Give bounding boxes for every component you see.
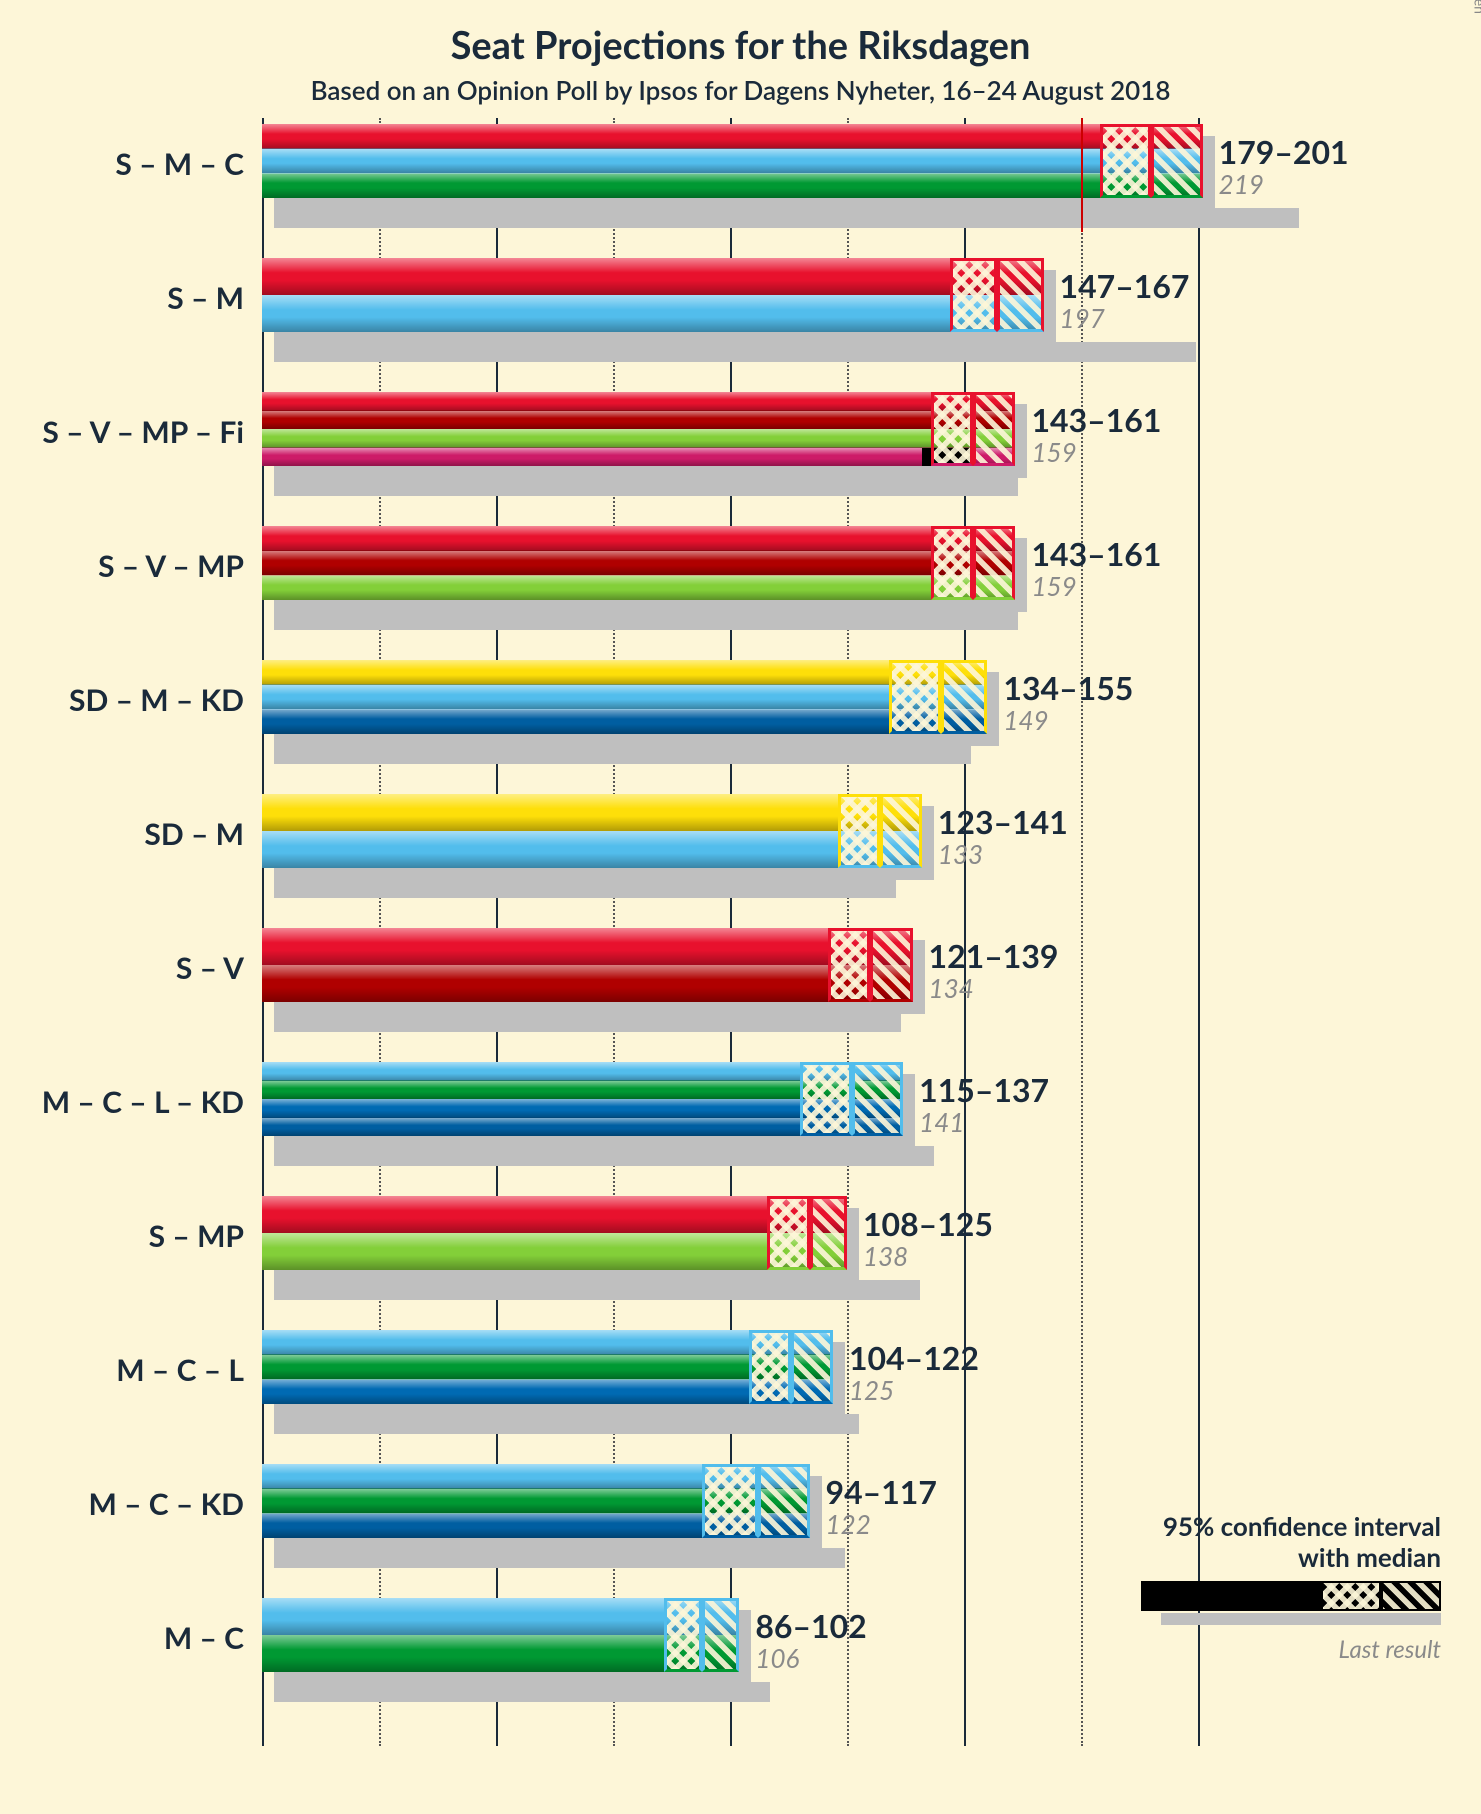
coalition-row: SD – M 123–141133	[0, 788, 1481, 922]
last-result-text: 149	[1003, 704, 1048, 736]
ci-upper-hatch	[791, 1330, 833, 1404]
seat-range-text: 86–102	[755, 1606, 866, 1645]
last-result-bar	[274, 1548, 845, 1568]
coalition-label: M – C – KD	[0, 1486, 244, 1522]
seat-range-text: 143–161	[1031, 400, 1161, 439]
ci-upper-hatch	[1151, 124, 1202, 198]
projection-bar	[262, 258, 1044, 332]
majority-threshold-line	[1081, 118, 1083, 232]
ci-upper-hatch	[702, 1598, 739, 1672]
last-result-bar	[274, 878, 896, 898]
projection-bar	[262, 660, 987, 734]
last-result-bar	[274, 1682, 770, 1702]
coalition-label: SD – M	[0, 816, 244, 852]
seat-range-text: 108–125	[863, 1204, 993, 1243]
coalition-label: S – MP	[0, 1218, 244, 1254]
ci-lower-hatch	[828, 928, 870, 1002]
seat-range-text: 104–122	[849, 1338, 979, 1377]
seat-range-text: 134–155	[1003, 668, 1133, 707]
coalition-row: S – M – C 179–201219	[0, 118, 1481, 252]
ci-upper-hatch	[758, 1464, 809, 1538]
seat-range-text: 123–141	[938, 802, 1068, 841]
seat-range-text: 115–137	[919, 1070, 1049, 1109]
last-result-text: 141	[919, 1106, 964, 1138]
ci-lower-hatch	[702, 1464, 758, 1538]
coalition-row: S – V – MP 143–161159	[0, 520, 1481, 654]
seat-range-text: 121–139	[929, 936, 1059, 975]
seat-range-text: 94–117	[826, 1472, 937, 1511]
last-result-bar	[274, 1012, 901, 1032]
last-result-text: 106	[755, 1642, 799, 1674]
coalition-label: S – V	[0, 950, 244, 986]
coalition-row: S – V – MP – Fi 143–161159	[0, 386, 1481, 520]
ci-lower-hatch	[950, 258, 997, 332]
ci-upper-hatch	[810, 1196, 847, 1270]
last-result-bar	[274, 1414, 859, 1434]
last-result-text: 159	[1031, 436, 1076, 468]
copyright-text: © 2018 Filip van Laenen	[1471, 0, 1481, 14]
last-result-bar	[274, 610, 1018, 630]
last-result-bar	[274, 342, 1196, 362]
projection-bar	[262, 928, 913, 1002]
projection-bar	[262, 526, 1015, 600]
last-result-text: 134	[929, 972, 974, 1004]
chart-title: Seat Projections for the Riksdagen	[0, 0, 1481, 68]
ci-upper-hatch	[997, 258, 1044, 332]
last-result-text: 159	[1031, 570, 1076, 602]
ci-lower-hatch	[800, 1062, 851, 1136]
last-result-text: 133	[938, 838, 983, 870]
coalition-label: S – V – MP – Fi	[0, 414, 244, 450]
projection-bar	[262, 392, 1015, 466]
last-result-bar	[274, 1146, 934, 1166]
ci-lower-hatch	[767, 1196, 809, 1270]
ci-lower-hatch	[749, 1330, 791, 1404]
last-result-text: 122	[826, 1508, 871, 1540]
last-result-text: 125	[849, 1374, 894, 1406]
projection-bar	[262, 1330, 833, 1404]
projection-bar	[262, 124, 1203, 198]
last-result-bar	[274, 1280, 920, 1300]
last-result-bar	[274, 476, 1018, 496]
legend-last-label: Last result	[1041, 1635, 1441, 1664]
seat-range-text: 147–167	[1060, 266, 1190, 305]
chart-subtitle: Based on an Opinion Poll by Ipsos for Da…	[0, 68, 1481, 106]
ci-upper-hatch	[973, 392, 1015, 466]
seat-range-text: 143–161	[1031, 534, 1161, 573]
coalition-label: S – V – MP	[0, 548, 244, 584]
coalition-row: S – MP 108–125138	[0, 1190, 1481, 1324]
last-result-bar	[274, 208, 1299, 228]
ci-lower-hatch	[664, 1598, 701, 1672]
coalition-row: M – C – L – KD 115–137141	[0, 1056, 1481, 1190]
ci-lower-hatch	[889, 660, 940, 734]
ci-lower-hatch	[1100, 124, 1151, 198]
coalition-label: M – C	[0, 1620, 244, 1656]
ci-upper-hatch	[973, 526, 1015, 600]
last-result-text: 138	[863, 1240, 908, 1272]
legend: 95% confidence intervalwith median Last …	[1041, 1511, 1441, 1664]
coalition-label: M – C – L	[0, 1352, 244, 1388]
legend-sample-bar	[1141, 1581, 1441, 1621]
ci-upper-hatch	[941, 660, 988, 734]
coalition-label: M – C – L – KD	[0, 1084, 244, 1120]
last-result-text: 219	[1219, 168, 1264, 200]
coalition-label: SD – M – KD	[0, 682, 244, 718]
coalition-label: S – M – C	[0, 146, 244, 182]
last-result-bar	[274, 744, 971, 764]
ci-lower-hatch	[931, 392, 973, 466]
coalition-row: SD – M – KD 134–155149	[0, 654, 1481, 788]
coalition-row: S – M 147–167197	[0, 252, 1481, 386]
coalition-label: S – M	[0, 280, 244, 316]
coalition-row: S – V 121–139134	[0, 922, 1481, 1056]
ci-lower-hatch	[931, 526, 973, 600]
coalition-row: M – C – L 104–122125	[0, 1324, 1481, 1458]
seat-range-text: 179–201	[1219, 132, 1349, 171]
ci-upper-hatch	[870, 928, 912, 1002]
projection-bar	[262, 794, 922, 868]
legend-ci-label: 95% confidence intervalwith median	[1041, 1511, 1441, 1573]
projection-bar	[262, 1196, 847, 1270]
ci-upper-hatch	[880, 794, 922, 868]
ci-upper-hatch	[852, 1062, 903, 1136]
ci-lower-hatch	[838, 794, 880, 868]
last-result-text: 197	[1060, 302, 1105, 334]
